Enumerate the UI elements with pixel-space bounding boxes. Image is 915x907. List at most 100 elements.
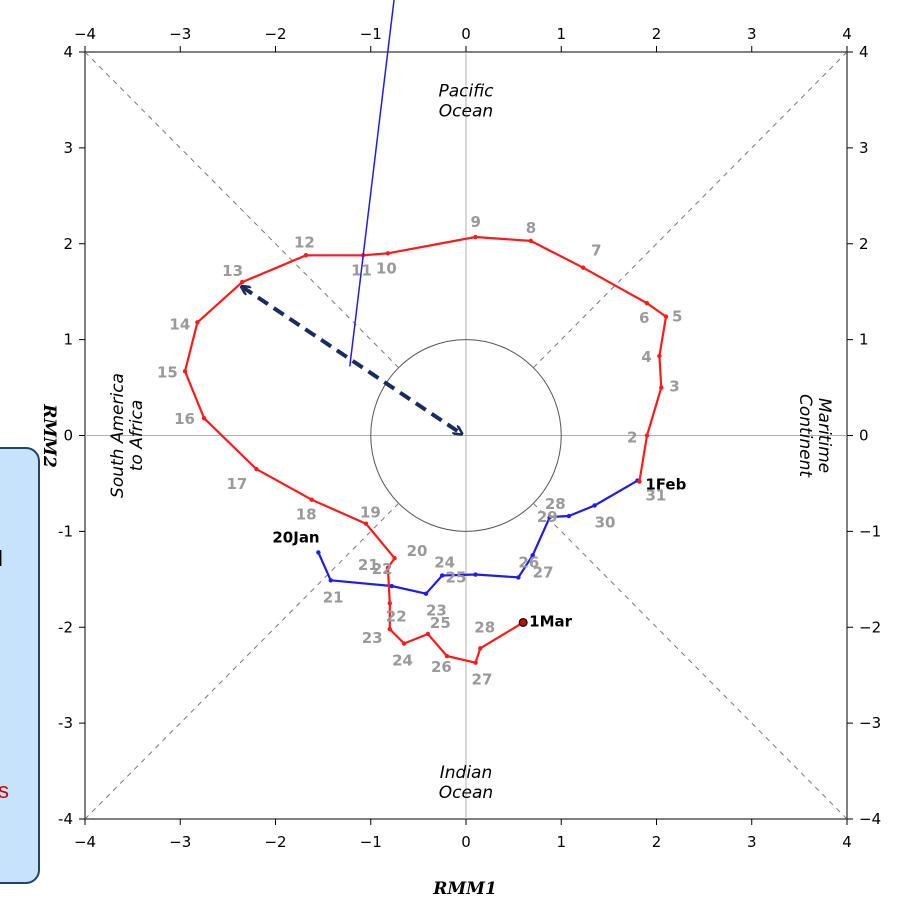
red-day-label: 1Feb <box>645 476 686 494</box>
region-bottom-1: Indian <box>440 763 493 783</box>
x-axis-title: RMM1 <box>432 879 497 899</box>
callout-text-fragment: l s <box>0 548 18 808</box>
blue-point <box>473 572 478 577</box>
y-tick-label-left: -2 <box>58 618 73 636</box>
x-tick-label-top: 2 <box>652 25 662 43</box>
annotations <box>242 0 461 434</box>
red-point <box>444 653 450 659</box>
y-tick-label-right: −2 <box>859 618 881 636</box>
x-tick-label-bottom: 2 <box>652 833 662 851</box>
x-tick-label-top: 0 <box>461 25 471 43</box>
red-point <box>239 279 245 285</box>
blue-point <box>592 503 597 508</box>
y-tick-label-left: -1 <box>58 522 73 540</box>
y-tick-label-left: 3 <box>63 139 73 157</box>
blue-day-label: 25 <box>446 569 467 587</box>
x-tick-label-top: 1 <box>556 25 566 43</box>
red-day-label: 8 <box>526 219 536 237</box>
red-day-label: 3 <box>669 378 679 396</box>
blue-day-label: 23 <box>426 602 447 620</box>
blue-point <box>566 513 572 519</box>
x-tick-label-top: −3 <box>169 25 191 43</box>
red-point <box>401 641 407 646</box>
red-point <box>387 601 392 606</box>
blue-day-label: 20Jan <box>272 528 319 546</box>
blue-point <box>439 573 445 578</box>
blue-point <box>530 553 535 558</box>
red-day-label: 6 <box>639 309 649 327</box>
diagonal-nw <box>84 51 400 369</box>
region-bottom-2: Ocean <box>439 783 493 803</box>
y-tick-label-right: 1 <box>859 331 869 349</box>
red-day-label: 9 <box>471 213 481 231</box>
red-day-label: 26 <box>431 658 452 676</box>
y-tick-label-right: 2 <box>859 235 869 253</box>
callout-fragment-1: l <box>0 546 3 571</box>
blue-point <box>389 583 394 589</box>
y-tick-label-right: −3 <box>859 714 881 732</box>
diagonal-sw <box>84 502 400 820</box>
red-point <box>473 660 478 665</box>
x-tick-label-bottom: 1 <box>556 833 566 851</box>
y-tick-label-left: 2 <box>63 235 73 253</box>
blue-day-label: 27 <box>533 563 554 581</box>
red-day-label: 22 <box>386 607 407 625</box>
y-tick-label-right: 0 <box>859 427 869 445</box>
red-day-label: 17 <box>226 475 247 493</box>
red-point <box>663 314 669 319</box>
red-point <box>201 416 207 421</box>
x-tick-label-bottom: −1 <box>360 833 382 851</box>
red-day-label: 27 <box>472 671 493 689</box>
region-top-2: Ocean <box>439 101 493 121</box>
region-right-1: Maritime <box>814 398 834 473</box>
red-point <box>363 521 369 526</box>
red-day-label: 4 <box>641 348 651 366</box>
region-right-2: Continent <box>795 394 815 478</box>
red-day-label: 23 <box>362 629 383 647</box>
blue-day-label: 26 <box>518 553 539 571</box>
y-tick-label-right: 3 <box>859 139 869 157</box>
red-point <box>385 251 391 256</box>
x-tick-label-bottom: 4 <box>842 833 852 851</box>
pointer-line <box>349 0 395 367</box>
diagonal-ne <box>532 51 848 369</box>
x-tick-label-top: 4 <box>842 25 852 43</box>
x-tick-label-bottom: −3 <box>169 833 191 851</box>
blue-point <box>328 578 333 583</box>
red-point <box>644 300 650 306</box>
y-tick-label-left: 1 <box>63 331 73 349</box>
red-day-label: 2 <box>627 429 637 447</box>
y-tick-label-left: -3 <box>58 714 73 732</box>
red-day-label: 7 <box>591 242 601 260</box>
red-day-label: 21 <box>358 556 379 574</box>
y-tick-label-right: 4 <box>859 43 869 61</box>
region-top-1: Pacific <box>438 81 494 101</box>
x-tick-label-bottom: 3 <box>747 833 757 851</box>
red-point <box>518 617 528 627</box>
red-day-label: 16 <box>174 410 195 428</box>
red-day-label: 1Mar <box>529 612 572 630</box>
blue-day-label: 30 <box>595 513 616 531</box>
y-tick-label-right: −1 <box>859 522 881 540</box>
blue-day-label: 31 <box>645 487 666 505</box>
red-point <box>309 497 314 502</box>
red-point <box>182 369 188 374</box>
red-point <box>392 556 397 561</box>
blue-day-label: 29 <box>537 508 558 526</box>
red-day-label: 5 <box>672 308 682 326</box>
blue-point <box>316 550 321 555</box>
red-series-line <box>183 235 668 664</box>
y-tick-label-left: -4 <box>58 810 73 828</box>
red-day-label: 12 <box>294 233 315 251</box>
red-day-label: 25 <box>430 614 451 632</box>
red-point <box>195 320 200 325</box>
callout-fragment-2: s <box>0 778 9 803</box>
red-day-label: 14 <box>169 315 190 333</box>
blue-point <box>423 591 429 596</box>
series-layer <box>182 234 669 665</box>
red-day-label: 19 <box>360 504 381 522</box>
x-tick-label-bottom: −2 <box>264 833 286 851</box>
red-day-label: 13 <box>222 262 243 280</box>
